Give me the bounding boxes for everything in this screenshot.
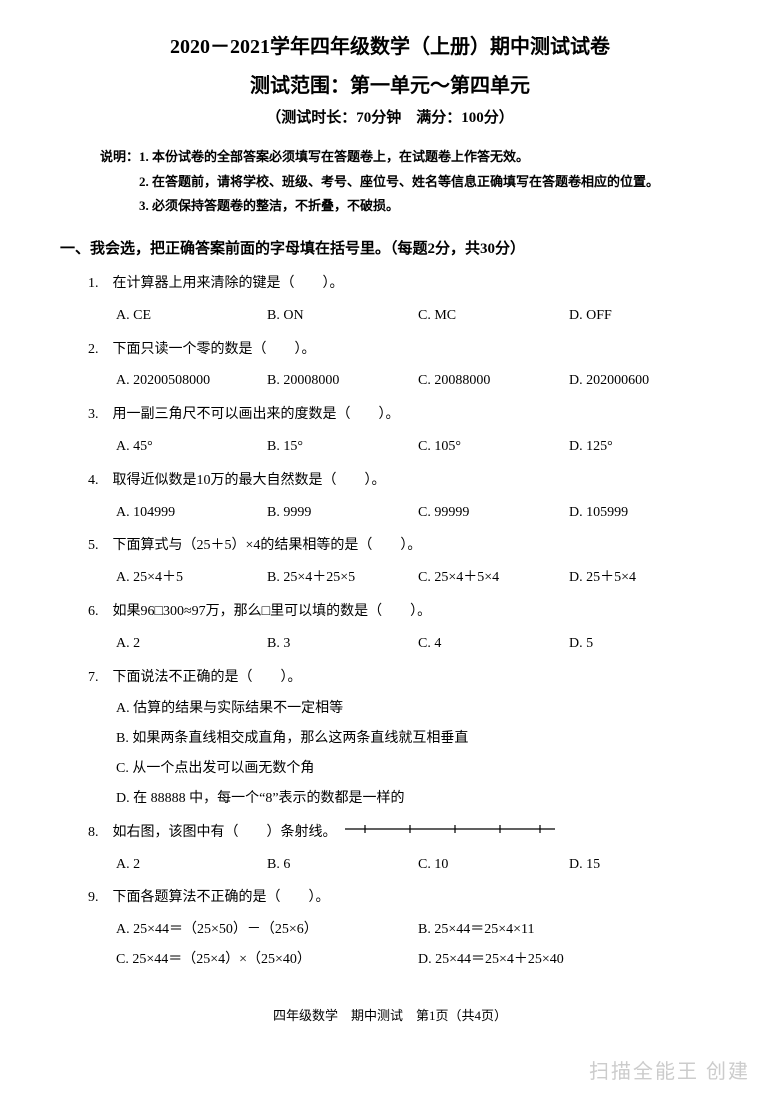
q1-opt-a: A. CE xyxy=(116,304,267,328)
q6-opt-d: D. 5 xyxy=(569,632,720,656)
q7-opt-a: A. 估算的结果与实际结果不一定相等 xyxy=(116,697,720,721)
ray-line-figure xyxy=(340,821,560,845)
q9-opt-d: D. 25×44＝25×4＋25×40 xyxy=(418,948,720,972)
page-subtitle: 测试范围：第一单元～第四单元 xyxy=(60,69,720,98)
q8-text-span: 8. 如右图，该图中有（ ）条射线。 xyxy=(88,825,337,840)
q9-opt-c: C. 25×44＝（25×4）×（25×40） xyxy=(116,948,418,972)
q5-opt-a: A. 25×4＋5 xyxy=(116,566,267,590)
q8-opt-c: C. 10 xyxy=(418,853,569,877)
q7-opt-c: C. 从一个点出发可以画无数个角 xyxy=(116,757,720,781)
q2-opt-a: A. 20200508000 xyxy=(116,369,267,393)
q5-opt-c: C. 25×4＋5×4 xyxy=(418,566,569,590)
q9-opt-a: A. 25×44＝（25×50）－（25×6） xyxy=(116,918,418,942)
timing-info: （测试时长：70分钟 满分：100分） xyxy=(60,106,720,127)
question-9: 9. 下面各题算法不正确的是（ ）。 A. 25×44＝（25×50）－（25×… xyxy=(88,886,720,977)
instruction-1: 1. 本份试卷的全部答案必须填写在答题卷上，在试题卷上作答无效。 xyxy=(139,149,529,164)
question-3: 3. 用一副三角尺不可以画出来的度数是（ ）。 A. 45° B. 15° C.… xyxy=(88,403,720,459)
q9-opt-b: B. 25×44＝25×4×11 xyxy=(418,918,720,942)
page-footer: 四年级数学 期中测试 第1页（共4页） xyxy=(0,1005,780,1024)
q4-opt-a: A. 104999 xyxy=(116,501,267,525)
instruction-3: 3. 必须保持答题卷的整洁，不折叠，不破损。 xyxy=(139,198,399,213)
page-title: 2020－2021学年四年级数学（上册）期中测试试卷 xyxy=(60,30,720,59)
exam-page: 2020－2021学年四年级数学（上册）期中测试试卷 测试范围：第一单元～第四单… xyxy=(0,0,780,1008)
q2-text: 2. 下面只读一个零的数是（ ）。 xyxy=(88,338,720,362)
question-4: 4. 取得近似数是10万的最大自然数是（ ）。 A. 104999 B. 999… xyxy=(88,469,720,525)
q6-text: 6. 如果96□300≈97万，那么□里可以填的数是（ ）。 xyxy=(88,600,720,624)
q2-opt-b: B. 20008000 xyxy=(267,369,418,393)
q3-opt-d: D. 125° xyxy=(569,435,720,459)
q8-opt-a: A. 2 xyxy=(116,853,267,877)
question-1: 1. 在计算器上用来清除的键是（ ）。 A. CE B. ON C. MC D.… xyxy=(88,272,720,328)
q9-text: 9. 下面各题算法不正确的是（ ）。 xyxy=(88,886,720,910)
q8-opt-d: D. 15 xyxy=(569,853,720,877)
q1-opt-d: D. OFF xyxy=(569,304,720,328)
q4-text: 4. 取得近似数是10万的最大自然数是（ ）。 xyxy=(88,469,720,493)
q1-opt-c: C. MC xyxy=(418,304,569,328)
question-7: 7. 下面说法不正确的是（ ）。 A. 估算的结果与实际结果不一定相等 B. 如… xyxy=(88,666,720,811)
scanner-watermark: 扫描全能王 创建 xyxy=(589,1055,750,1084)
q7-text: 7. 下面说法不正确的是（ ）。 xyxy=(88,666,720,690)
q6-opt-c: C. 4 xyxy=(418,632,569,656)
q8-opt-b: B. 6 xyxy=(267,853,418,877)
q3-opt-c: C. 105° xyxy=(418,435,569,459)
q4-opt-d: D. 105999 xyxy=(569,501,720,525)
question-2: 2. 下面只读一个零的数是（ ）。 A. 20200508000 B. 2000… xyxy=(88,338,720,394)
q3-opt-a: A. 45° xyxy=(116,435,267,459)
q1-opt-b: B. ON xyxy=(267,304,418,328)
q8-text: 8. 如右图，该图中有（ ）条射线。 xyxy=(88,821,720,845)
instructions-label: 说明： xyxy=(100,149,139,164)
q5-opt-d: D. 25＋5×4 xyxy=(569,566,720,590)
instruction-2: 2. 在答题前，请将学校、班级、考号、座位号、姓名等信息正确填写在答题卷相应的位… xyxy=(139,174,659,189)
q5-text: 5. 下面算式与（25＋5）×4的结果相等的是（ ）。 xyxy=(88,534,720,558)
question-5: 5. 下面算式与（25＋5）×4的结果相等的是（ ）。 A. 25×4＋5 B.… xyxy=(88,534,720,590)
q7-opt-b: B. 如果两条直线相交成直角，那么这两条直线就互相垂直 xyxy=(116,727,720,751)
question-8: 8. 如右图，该图中有（ ）条射线。 A. 2 B. 6 C. 10 D. 15 xyxy=(88,821,720,877)
q7-opt-d: D. 在 88888 中，每一个“8”表示的数都是一样的 xyxy=(116,787,720,811)
q5-opt-b: B. 25×4＋25×5 xyxy=(267,566,418,590)
q6-opt-b: B. 3 xyxy=(267,632,418,656)
section-header: 一、我会选，把正确答案前面的字母填在括号里。（每题2分，共30分） xyxy=(60,237,720,258)
q1-text: 1. 在计算器上用来清除的键是（ ）。 xyxy=(88,272,720,296)
q2-opt-d: D. 202000600 xyxy=(569,369,720,393)
q6-opt-a: A. 2 xyxy=(116,632,267,656)
q4-opt-b: B. 9999 xyxy=(267,501,418,525)
q2-opt-c: C. 20088000 xyxy=(418,369,569,393)
question-6: 6. 如果96□300≈97万，那么□里可以填的数是（ ）。 A. 2 B. 3… xyxy=(88,600,720,656)
q4-opt-c: C. 99999 xyxy=(418,501,569,525)
instructions-block: 说明：1. 本份试卷的全部答案必须填写在答题卷上，在试题卷上作答无效。 说明：2… xyxy=(100,145,720,219)
q3-text: 3. 用一副三角尺不可以画出来的度数是（ ）。 xyxy=(88,403,720,427)
q3-opt-b: B. 15° xyxy=(267,435,418,459)
